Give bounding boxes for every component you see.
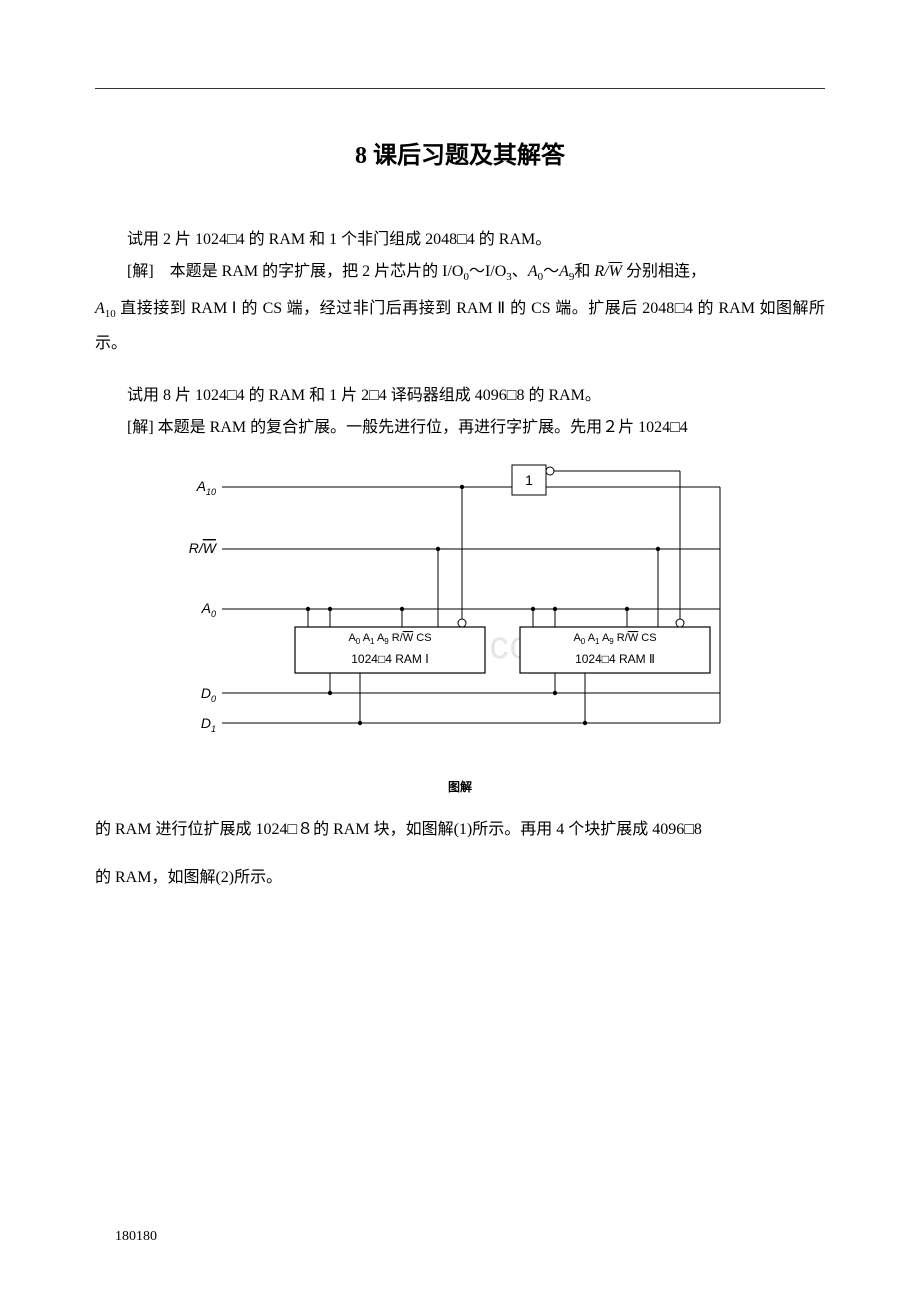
label-a0: A0 [201, 600, 216, 619]
dot [436, 547, 440, 551]
p2-text-2: ～I/O [469, 263, 506, 280]
circuit-diagram: A10 R/W A0 D0 D1 1 A0 A1 A9 R/W CS [180, 455, 740, 795]
dot [400, 607, 404, 611]
ram1-cs-bubble [458, 619, 466, 627]
p2-text-6: 分别相连， [622, 263, 706, 280]
ram2-cs-bubble [676, 619, 684, 627]
ram2-name: 1024□4 RAM Ⅱ [575, 652, 655, 666]
dot [553, 691, 557, 695]
paragraph-1: 试用 2 片 1024□4 的 RAM 和 1 个非门组成 2048□4 的 R… [95, 225, 825, 255]
dot [625, 607, 629, 611]
page-footer: 180180 [115, 1229, 157, 1245]
dot [531, 607, 535, 611]
not-bubble [546, 467, 554, 475]
diagram-svg: A10 R/W A0 D0 D1 1 A0 A1 A9 R/W CS [180, 455, 740, 765]
paragraph-3: A10 直接接到 RAM Ⅰ 的 CS 端，经过非门后再接到 RAM Ⅱ 的 C… [95, 294, 825, 359]
paragraph-2: [解] 本题是 RAM 的字扩展，把 2 片芯片的 I/O0～I/O3、A0～A… [95, 257, 825, 292]
dot [583, 721, 587, 725]
p3-text: 直接接到 RAM Ⅰ 的 CS 端，经过非门后再接到 RAM Ⅱ 的 CS 端。… [95, 300, 825, 352]
a10-var: A [95, 300, 105, 317]
dot [460, 485, 464, 489]
dot [306, 607, 310, 611]
not-gate-label: 1 [525, 472, 533, 488]
w-bar: W [609, 263, 622, 280]
p2-text-5: 和 [574, 263, 594, 280]
sub-a10: 10 [105, 308, 116, 320]
paragraph-4: 试用 8 片 1024□4 的 RAM 和 1 片 2□4 译码器组成 4096… [95, 381, 825, 411]
header-rule [95, 88, 825, 89]
p2-text-4: ～ [543, 263, 559, 280]
diagram-caption: 图解 [180, 778, 740, 795]
label-d1: D1 [201, 715, 216, 734]
dot [328, 691, 332, 695]
dot [553, 607, 557, 611]
a9-var: A [559, 263, 569, 280]
label-a10: A10 [196, 478, 216, 497]
dot [358, 721, 362, 725]
ram1-name: 1024□4 RAM Ⅰ [351, 652, 429, 666]
dot [328, 607, 332, 611]
paragraph-5: [解] 本题是 RAM 的复合扩展。一般先进行位，再进行字扩展。先用２片 102… [95, 413, 825, 443]
ram2-pins: A0 A1 A9 R/W CS [573, 632, 656, 646]
a0-var: A [528, 263, 538, 280]
dot [656, 547, 660, 551]
label-rw: R/W [189, 540, 218, 556]
ram1-pins: A0 A1 A9 R/W CS [348, 632, 431, 646]
paragraph-6: 的 RAM 进行位扩展成 1024□８的 RAM 块，如图解(1)所示。再用 4… [95, 815, 825, 845]
p2-text-1: [解] 本题是 RAM 的字扩展，把 2 片芯片的 I/O [127, 263, 463, 280]
p2-text-3: 、 [512, 263, 528, 280]
label-d0: D0 [201, 685, 216, 704]
page-title: 8 课后习题及其解答 [95, 135, 825, 170]
paragraph-7: 的 RAM，如图解(2)所示。 [95, 863, 825, 893]
spacer [95, 361, 825, 381]
page-content: 8 课后习题及其解答 试用 2 片 1024□4 的 RAM 和 1 个非门组成… [95, 135, 825, 893]
rw-var: R/ [594, 263, 608, 280]
